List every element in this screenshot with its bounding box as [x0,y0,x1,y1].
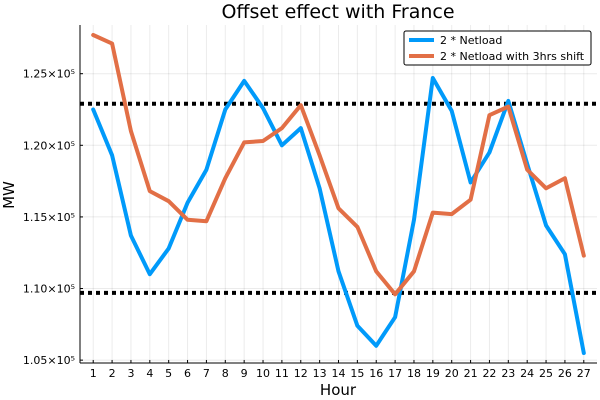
x-tick-label: 15 [350,367,364,380]
legend: 2 * Netload 2 * Netload with 3hrs shift [403,30,592,66]
y-tick-label: 1.10×10⁵ [23,283,75,296]
tick-labels: 1 2 3 4 5 6 7 8 9 10 11 12 13 14 15 16 17 18 19 20 21 22 23 24 2… [23,68,591,380]
x-tick-label: 6 [184,367,191,380]
series-line-2 [91,33,586,297]
y-tick-label: 1.20×10⁵ [23,139,75,152]
x-tick-label: 9 [241,367,248,380]
x-tick-label: 13 [313,367,327,380]
x-axis-label: Hour [320,381,357,399]
legend-label: 2 * Netload [440,34,502,47]
reference-lines [80,101,597,295]
x-tick-label: 12 [294,367,308,380]
x-tick-label: 18 [407,367,421,380]
x-tick-label: 19 [426,367,440,380]
x-tick-label: 10 [256,367,270,380]
y-tick-label: 1.15×10⁵ [23,211,75,224]
x-tick-label: 27 [577,367,591,380]
x-tick-label: 24 [520,367,534,380]
x-tick-label: 5 [165,367,172,380]
x-tick-label: 4 [146,367,153,380]
legend-box [403,30,592,66]
x-tick-label: 21 [464,367,478,380]
x-tick-label: 23 [501,367,515,380]
series-lines [91,33,586,355]
series-line-1 [91,76,586,355]
x-tick-label: 26 [558,367,572,380]
x-tick-label: 22 [482,367,496,380]
x-tick-label: 16 [369,367,383,380]
x-tick-label: 17 [388,367,402,380]
x-tick-label: 3 [127,367,134,380]
x-tick-label: 20 [445,367,459,380]
y-axis-label: MW [0,181,18,209]
x-tick-label: 2 [109,367,116,380]
x-tick-label: 14 [332,367,346,380]
y-tick-label: 1.05×10⁵ [23,354,75,367]
y-tick-label: 1.25×10⁵ [23,68,75,81]
legend-label: 2 * Netload with 3hrs shift [440,50,585,63]
x-tick-label: 1 [90,367,97,380]
x-tick-label: 25 [539,367,553,380]
x-tick-label: 11 [275,367,289,380]
x-tick-label: 7 [203,367,210,380]
x-tick-label: 8 [222,367,229,380]
chart-title: Offset effect with France [221,1,454,23]
